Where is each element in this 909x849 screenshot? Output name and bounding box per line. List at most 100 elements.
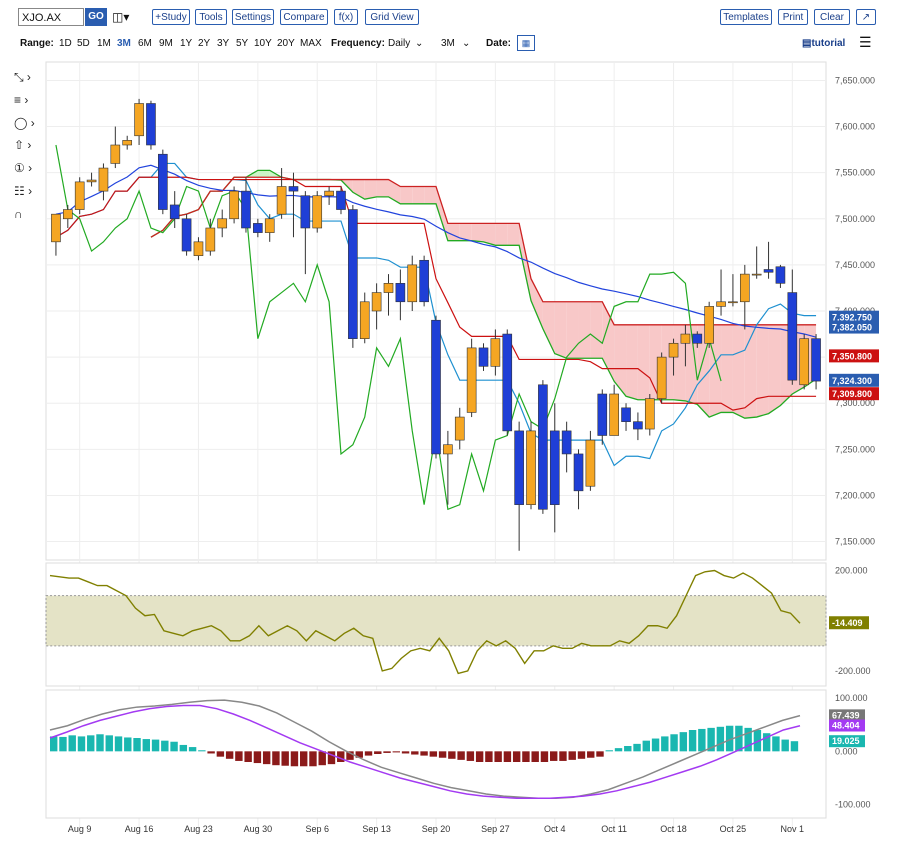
candle-body: [811, 338, 821, 382]
macd-tick-label: 100.000: [835, 693, 868, 703]
candle-body: [656, 356, 667, 399]
price-tag-label: 7,382.050: [832, 323, 872, 333]
range-9m[interactable]: 9M: [159, 38, 173, 49]
magnet-icon[interactable]: ∩: [14, 207, 23, 221]
y-tick-label: 7,650.000: [835, 75, 875, 85]
price-tag: [829, 387, 879, 401]
x-tick-label: Aug 16: [125, 824, 154, 834]
range-3m[interactable]: 3M: [117, 38, 131, 49]
annotation-tool-icon[interactable]: ① ›: [14, 161, 33, 175]
cci-tick-label: 200.000: [835, 566, 868, 576]
macd-tag: [829, 735, 865, 748]
price-tag-label: 7,392.750: [832, 313, 872, 323]
candle-body: [324, 190, 334, 197]
candle-body: [371, 292, 382, 312]
go-button[interactable]: GO: [85, 8, 107, 26]
candle-body: [264, 218, 275, 233]
range-10y[interactable]: 10Y: [254, 38, 272, 49]
symbol-input[interactable]: XJO.AX: [18, 8, 84, 26]
trendline-tool-icon[interactable]: ⤡ ›: [14, 70, 31, 84]
histogram-bar: [77, 736, 86, 752]
candle-body: [288, 186, 299, 192]
frequency-select[interactable]: Daily: [388, 38, 411, 49]
cloud-segment: [471, 223, 484, 242]
candle-body: [63, 209, 73, 220]
candle-body: [51, 213, 61, 243]
y-tick-label: 7,150.000: [835, 537, 875, 547]
chevron-down-icon[interactable]: ⌄: [462, 38, 471, 49]
candle-body: [74, 181, 85, 210]
histogram-bar: [633, 743, 641, 752]
price-tag: [829, 320, 879, 334]
pattern-tool-icon[interactable]: ☷ ›: [14, 184, 33, 198]
templates-button[interactable]: Templates: [720, 9, 772, 25]
range-5y[interactable]: 5Y: [236, 38, 249, 49]
candle-body: [217, 218, 228, 229]
calendar-icon[interactable]: ▦: [517, 35, 535, 51]
function-button[interactable]: f(x): [334, 9, 358, 25]
macd-tag-label: 48.404: [832, 721, 860, 731]
cloud-segment: [364, 179, 377, 200]
cloud-segment: [531, 278, 543, 329]
chevron-down-icon[interactable]: ⌄: [415, 38, 424, 49]
chart-type-icon[interactable]: ◫▾: [112, 10, 130, 24]
histogram-bar: [494, 751, 502, 762]
range-3y[interactable]: 3Y: [217, 38, 230, 49]
candle-body: [538, 384, 548, 510]
tutorial-link[interactable]: ▤tutorial: [802, 38, 846, 49]
cci-tick-label: -200.000: [835, 666, 871, 676]
y-tick-label: 7,200.000: [835, 490, 875, 500]
tools-button[interactable]: Tools: [195, 9, 227, 25]
fibonacci-tool-icon[interactable]: ≡ ›: [14, 93, 29, 107]
candle-body: [431, 319, 441, 455]
histogram-bar: [568, 751, 576, 760]
candle-body: [253, 223, 263, 233]
y-tick-label: 7,550.000: [835, 168, 875, 178]
histogram-bar: [651, 738, 660, 752]
chart-area[interactable]: 7,150.000 7,200.000 7,250.000 7,300.000 7,35…: [0, 58, 909, 849]
cloud-segment: [436, 186, 448, 241]
cloud-segment: [269, 170, 282, 178]
range-20y[interactable]: 20Y: [277, 38, 295, 49]
histogram-bar: [429, 751, 438, 757]
y-tick-label: 7,300.000: [835, 398, 875, 408]
range-1m[interactable]: 1M: [97, 38, 111, 49]
macd-tick-label: 0.000: [835, 746, 858, 756]
macd-tag: [829, 709, 865, 722]
macd-tag-label: 19.025: [832, 736, 860, 746]
histogram-bar: [512, 751, 521, 762]
price-tag: [829, 349, 879, 363]
histogram-bar: [587, 751, 595, 758]
range-5d[interactable]: 5D: [77, 38, 90, 49]
cloud-segment: [732, 324, 745, 419]
cloud-segment: [721, 324, 733, 413]
histogram-bar: [59, 736, 67, 752]
range-2y[interactable]: 2Y: [198, 38, 211, 49]
arrow-tool-icon[interactable]: ⇧ ›: [14, 138, 32, 152]
study-button[interactable]: +Study: [152, 9, 190, 25]
menu-icon[interactable]: ☰: [859, 34, 872, 50]
shape-tool-icon[interactable]: ◯ ›: [14, 116, 35, 130]
histogram-bar: [262, 751, 271, 765]
candle-body: [86, 179, 97, 183]
settings-button[interactable]: Settings: [232, 9, 274, 25]
clear-button[interactable]: Clear: [814, 9, 850, 25]
cloud-segment: [744, 324, 757, 419]
candle-body: [490, 338, 501, 367]
print-button[interactable]: Print: [778, 9, 808, 25]
histogram-bar: [142, 739, 150, 752]
histogram-bar: [161, 740, 169, 752]
expand-icon[interactable]: ↗: [856, 9, 876, 25]
range-6m[interactable]: 6M: [138, 38, 152, 49]
grid-view-button[interactable]: Grid View: [365, 9, 419, 25]
compare-button[interactable]: Compare: [280, 9, 328, 25]
range-1d[interactable]: 1D: [59, 38, 72, 49]
candle-body: [312, 195, 323, 229]
range-1y[interactable]: 1Y: [180, 38, 193, 49]
histogram-bar: [596, 751, 604, 757]
candle-body: [122, 140, 133, 146]
period-select[interactable]: 3M: [441, 38, 455, 49]
cloud-segment: [412, 186, 425, 204]
histogram-bar: [614, 748, 623, 752]
range-max[interactable]: MAX: [300, 38, 322, 49]
